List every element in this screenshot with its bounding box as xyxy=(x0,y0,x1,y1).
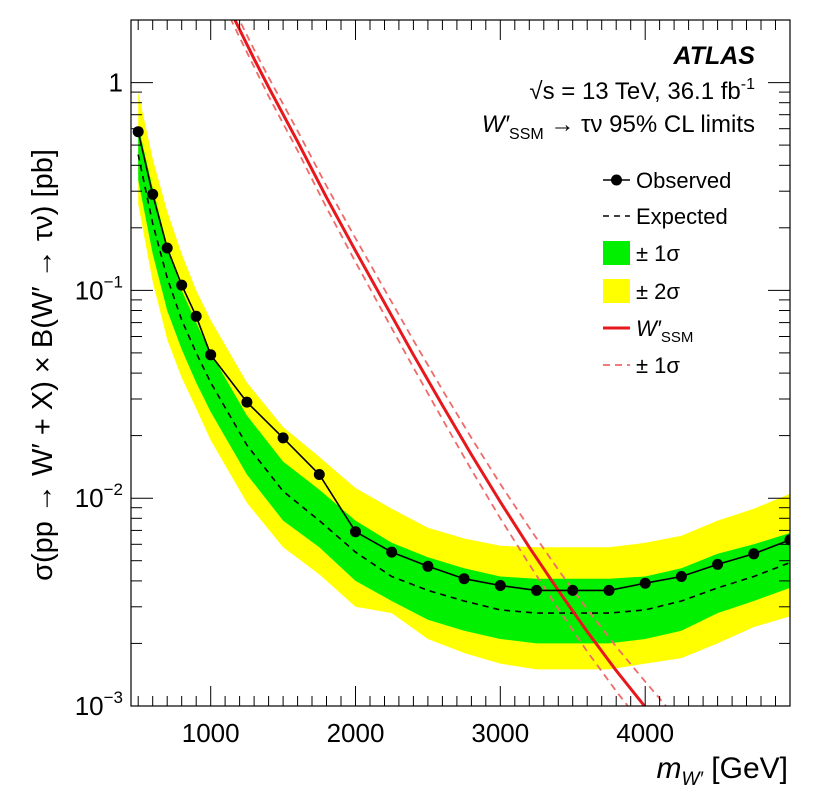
band-1sigma xyxy=(138,125,790,644)
observed-point xyxy=(712,558,724,570)
atlas-label: ATLAS xyxy=(673,42,756,70)
legend-label: ± 1σ xyxy=(636,353,680,378)
observed-point xyxy=(350,526,361,538)
theory-upper-line xyxy=(238,20,668,706)
observed-point xyxy=(494,580,506,591)
x-tick-label: 1000 xyxy=(182,718,240,748)
observed-point xyxy=(531,584,542,596)
y-tick-label: 1 xyxy=(109,68,123,98)
y-tick-label: 10−3 xyxy=(75,688,123,721)
x-tick-label: 3000 xyxy=(471,718,529,748)
plot-frame xyxy=(130,19,791,707)
observed-point xyxy=(132,126,144,138)
observed-point xyxy=(241,396,253,408)
legend-item-theory_err: ± 1σ xyxy=(603,353,680,378)
legend-label: Observed xyxy=(636,168,731,193)
observed-point xyxy=(176,279,188,291)
limits-label: W′SSM → τν 95% CL limits xyxy=(482,111,755,143)
legend-symbol xyxy=(603,241,630,265)
legend-item-observed: Observed xyxy=(603,168,731,193)
theory-line xyxy=(233,20,647,706)
legend-label: W′SSM xyxy=(636,316,693,346)
x-tick-label: 2000 xyxy=(327,718,385,748)
observed-point xyxy=(205,349,217,361)
legend-item-band1: ± 1σ xyxy=(603,241,680,266)
observed-point xyxy=(313,469,325,480)
observed-point xyxy=(639,577,651,589)
legend-item-band2: ± 2σ xyxy=(603,279,680,304)
legend-label: Expected xyxy=(636,204,728,229)
legend-symbol-point xyxy=(611,174,622,186)
theory-lower-line xyxy=(230,20,629,706)
observed-point xyxy=(675,571,687,582)
legend: Observed Expected ± 1σ ± 2σ W′SSM ± 1σ xyxy=(603,168,731,378)
legend-item-expected: Expected xyxy=(603,204,728,229)
observed-point xyxy=(277,432,289,444)
plot-area xyxy=(132,20,790,706)
observed-point xyxy=(567,584,579,596)
y-tick-labels: 1 10−1 10−2 10−3 xyxy=(75,68,123,721)
observed-point xyxy=(603,584,615,596)
observed-point xyxy=(784,534,790,546)
observed-point xyxy=(748,548,760,560)
energy-lumi-label: √s = 13 TeV, 36.1 fb-1 xyxy=(529,76,755,105)
observed-point xyxy=(147,188,159,200)
y-tick-label: 10−2 xyxy=(75,480,123,513)
x-tick-label: 4000 xyxy=(616,718,674,748)
observed-point xyxy=(161,242,173,254)
legend-item-theory: W′SSM xyxy=(603,316,693,346)
y-axis-label: σ(pp → W′ + X) × B(W′ → τν) [pb] xyxy=(27,149,59,581)
observed-point xyxy=(190,310,202,322)
observed-point xyxy=(458,573,470,585)
legend-label: ± 1σ xyxy=(636,241,680,266)
axis-ticks xyxy=(131,19,791,707)
observed-point xyxy=(386,546,398,558)
observed-point xyxy=(422,560,434,572)
legend-symbol xyxy=(603,279,630,303)
expected-line xyxy=(137,154,790,614)
x-tick-labels: 1000 2000 3000 4000 xyxy=(182,718,674,748)
legend-label: ± 2σ xyxy=(636,279,680,304)
x-axis-label: mW′ [GeV] xyxy=(656,752,788,790)
y-tick-label: 10−1 xyxy=(75,272,123,305)
observed-line xyxy=(137,131,790,592)
